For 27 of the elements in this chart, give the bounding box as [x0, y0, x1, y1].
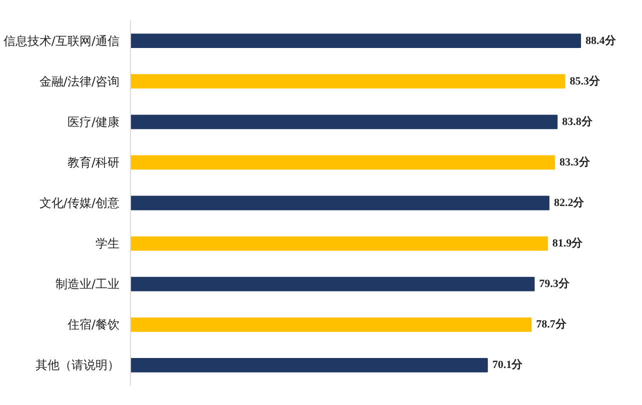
data-label: 88.4分	[586, 34, 617, 47]
y-tick-label: 医疗/健康	[67, 114, 120, 129]
data-label: 83.8分	[562, 114, 594, 128]
data-label: 82.2分	[554, 196, 586, 209]
bar	[130, 358, 488, 372]
bar	[130, 34, 581, 48]
y-tick-label: 信息技术/互联网/通信	[3, 34, 120, 48]
y-tick-label: 住宿/餐饮	[66, 318, 120, 332]
bar	[130, 74, 566, 89]
data-label: 85.3分	[570, 74, 601, 88]
y-tick-label: 金融/法律/咨询	[39, 74, 120, 88]
bar	[130, 317, 532, 332]
bar	[130, 114, 558, 130]
y-tick-label: 文化/传媒/创意	[39, 196, 120, 210]
bar	[130, 196, 550, 210]
data-label: 83.3分	[560, 155, 591, 168]
bar	[130, 236, 548, 251]
data-label: 78.7分	[536, 318, 568, 331]
data-label: 70.1分	[492, 358, 524, 372]
bar	[130, 276, 535, 292]
bar	[130, 155, 556, 170]
data-label: 81.9分	[552, 236, 584, 250]
y-tick-label: 学生	[96, 236, 120, 251]
y-tick-label: 制造业/工业	[55, 277, 120, 292]
data-label: 79.3分	[539, 277, 570, 290]
y-tick-label: 教育/科研	[67, 155, 120, 170]
y-tick-label: 其他（请说明）	[36, 358, 120, 372]
